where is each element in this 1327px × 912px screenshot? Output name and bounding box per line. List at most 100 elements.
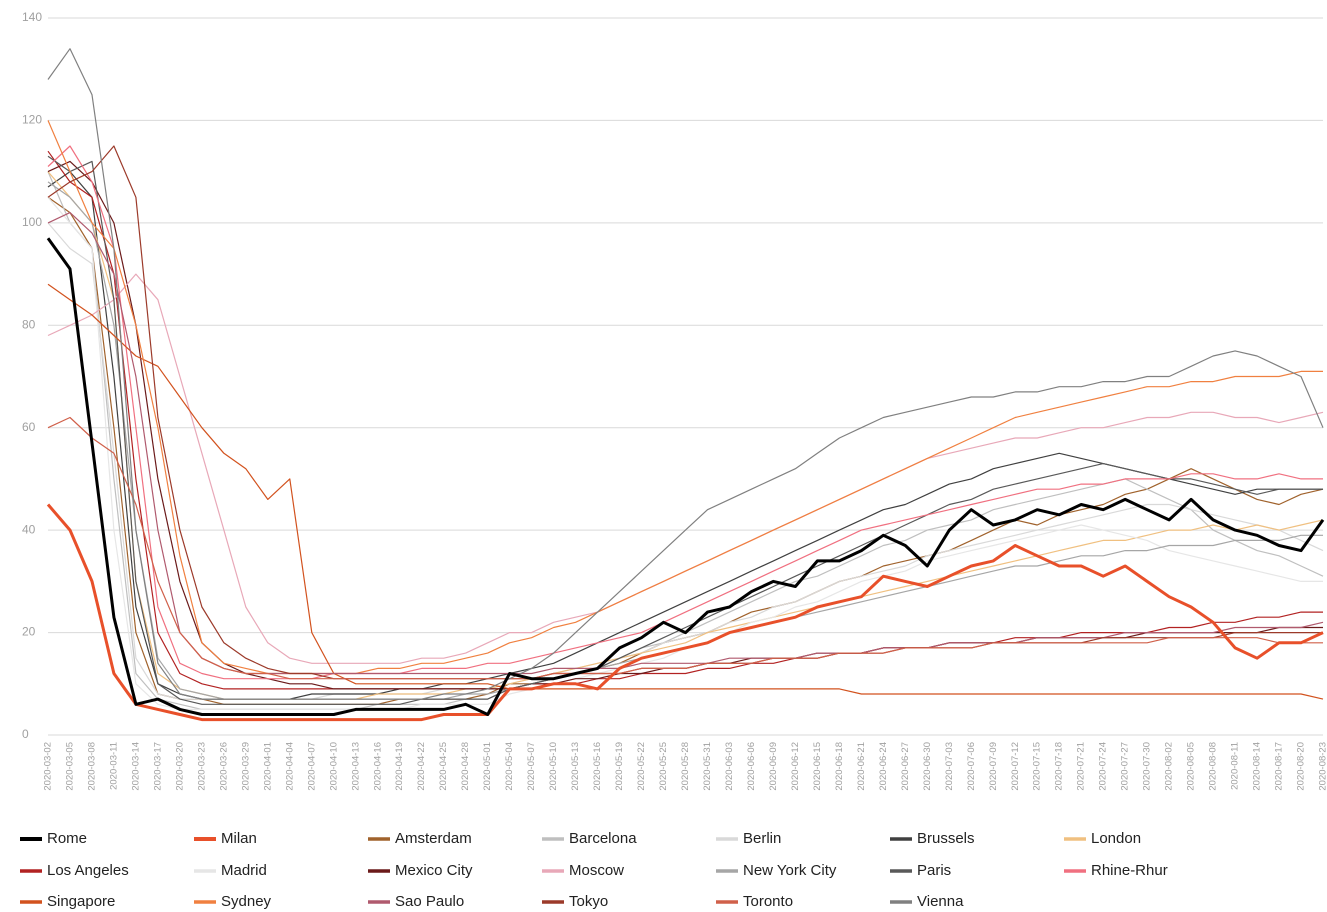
x-tick-label: 2020-08-20 bbox=[1296, 742, 1307, 791]
legend-label: Milan bbox=[221, 830, 257, 847]
x-tick-label: 2020-05-22 bbox=[636, 742, 647, 791]
x-tick-label: 2020-06-06 bbox=[746, 742, 757, 791]
x-tick-label: 2020-06-18 bbox=[834, 742, 845, 791]
x-tick-label: 2020-04-01 bbox=[262, 742, 273, 791]
legend-label: Barcelona bbox=[569, 830, 637, 847]
x-tick-label: 2020-03-05 bbox=[64, 742, 75, 791]
y-tick-label: 20 bbox=[22, 625, 36, 639]
x-tick-label: 2020-05-13 bbox=[570, 742, 581, 791]
x-tick-label: 2020-06-09 bbox=[768, 742, 779, 791]
legend-label: Rhine-Rhur bbox=[1091, 862, 1168, 879]
y-tick-label: 140 bbox=[22, 10, 42, 24]
legend-label: Sydney bbox=[221, 893, 272, 910]
x-tick-label: 2020-03-08 bbox=[86, 742, 97, 791]
x-tick-label: 2020-03-23 bbox=[196, 742, 207, 791]
x-tick-label: 2020-08-08 bbox=[1208, 742, 1219, 791]
series-line bbox=[47, 196, 1324, 705]
legend-label: Rome bbox=[47, 830, 87, 847]
x-tick-label: 2020-07-18 bbox=[1054, 742, 1065, 791]
x-tick-label: 2020-04-19 bbox=[394, 742, 405, 791]
x-tick-label: 2020-07-12 bbox=[1010, 742, 1021, 791]
series-line bbox=[47, 145, 1323, 680]
x-tick-label: 2020-05-04 bbox=[504, 742, 515, 791]
x-tick-label: 2020-05-10 bbox=[548, 742, 559, 791]
x-tick-label: 2020-07-09 bbox=[988, 742, 999, 791]
series-line bbox=[47, 145, 1323, 680]
lines bbox=[46, 48, 1325, 722]
legend-label: Vienna bbox=[917, 893, 964, 910]
series-line bbox=[47, 283, 1324, 700]
x-tick-label: 2020-07-21 bbox=[1076, 742, 1087, 791]
x-tick-label: 2020-03-11 bbox=[108, 742, 119, 790]
legend-label: Madrid bbox=[221, 862, 267, 879]
x-tick-label: 2020-03-20 bbox=[174, 742, 185, 791]
series-line bbox=[47, 416, 1323, 680]
legend-label: Mexico City bbox=[395, 862, 473, 879]
x-tick-label: 2020-07-30 bbox=[1142, 742, 1153, 791]
y-tick-label: 0 bbox=[22, 727, 29, 741]
legend-label: Amsterdam bbox=[395, 830, 472, 847]
series-line bbox=[47, 48, 1324, 700]
x-tick-label: 2020-04-22 bbox=[416, 742, 427, 791]
series-line bbox=[46, 503, 1324, 722]
legend-label: Moscow bbox=[569, 862, 624, 879]
x-tick-label: 2020-03-29 bbox=[240, 742, 251, 791]
series-line bbox=[46, 237, 1325, 716]
x-tick-label: 2020-06-30 bbox=[922, 742, 933, 791]
x-tick-label: 2020-06-12 bbox=[790, 742, 801, 791]
x-tick-label: 2020-04-10 bbox=[328, 742, 339, 791]
legend-label: London bbox=[1091, 830, 1141, 847]
x-tick-label: 2020-06-24 bbox=[878, 742, 889, 791]
series-line bbox=[47, 171, 1324, 700]
legend: Rome Milan Amsterdam Barcelona Berlin Brussel… bbox=[20, 830, 1168, 910]
legend-label: New York City bbox=[743, 862, 837, 879]
x-tick-label: 2020-06-27 bbox=[900, 742, 911, 791]
x-tick-label: 2020-04-04 bbox=[284, 742, 295, 791]
x-tick-label: 2020-05-01 bbox=[482, 742, 493, 791]
y-tick-label: 80 bbox=[22, 317, 36, 331]
y-tick-label: 60 bbox=[22, 420, 36, 434]
x-tick-label: 2020-08-23 bbox=[1318, 742, 1327, 791]
series-line bbox=[47, 155, 1323, 705]
x-tick-label: 2020-05-28 bbox=[680, 742, 691, 791]
x-tick-label: 2020-08-02 bbox=[1164, 742, 1175, 791]
series-line bbox=[47, 150, 1323, 690]
x-tick-label: 2020-04-13 bbox=[350, 742, 361, 791]
series-line bbox=[47, 171, 1323, 700]
series-line bbox=[47, 212, 1324, 675]
y-tick-label: 100 bbox=[22, 215, 42, 229]
y-tick-label: 120 bbox=[22, 113, 42, 127]
x-tick-label: 2020-08-17 bbox=[1274, 742, 1285, 791]
legend-label: Tokyo bbox=[569, 893, 608, 910]
x-tick-label: 2020-06-15 bbox=[812, 742, 823, 791]
x-tick-label: 2020-03-17 bbox=[152, 742, 163, 791]
x-tick-label: 2020-07-15 bbox=[1032, 742, 1043, 791]
x-tick-label: 2020-08-05 bbox=[1186, 742, 1197, 791]
legend-label: Brussels bbox=[917, 830, 975, 847]
series-line bbox=[47, 181, 1323, 700]
series-line bbox=[47, 171, 1324, 710]
x-tick-label: 2020-03-14 bbox=[130, 742, 141, 791]
x-tick-label: 2020-05-16 bbox=[592, 742, 603, 791]
x-tick-label: 2020-08-14 bbox=[1252, 742, 1263, 791]
x-tick-label: 2020-07-27 bbox=[1120, 742, 1131, 791]
x-tick-label: 2020-03-02 bbox=[43, 742, 54, 791]
legend-label: Singapore bbox=[47, 893, 115, 910]
x-tick-label: 2020-08-11 bbox=[1230, 742, 1241, 790]
x-tick-label: 2020-05-25 bbox=[658, 742, 669, 791]
series-line bbox=[47, 160, 1323, 690]
x-tick-label: 2020-05-31 bbox=[702, 742, 713, 791]
x-tick-label: 2020-04-16 bbox=[372, 742, 383, 791]
x-tick-label: 2020-06-03 bbox=[724, 742, 735, 791]
x-tick-label: 2020-04-25 bbox=[438, 742, 449, 791]
x-tick-label: 2020-05-19 bbox=[614, 742, 625, 791]
legend-label: Berlin bbox=[743, 830, 781, 847]
x-tick-label: 2020-05-07 bbox=[526, 742, 537, 791]
x-tick-label: 2020-03-26 bbox=[218, 742, 229, 791]
x-tick-label: 2020-06-21 bbox=[856, 742, 867, 791]
x-tick-label: 2020-07-03 bbox=[944, 742, 955, 791]
legend-label: Los Angeles bbox=[47, 862, 129, 879]
x-tick-label: 2020-07-24 bbox=[1098, 742, 1109, 791]
